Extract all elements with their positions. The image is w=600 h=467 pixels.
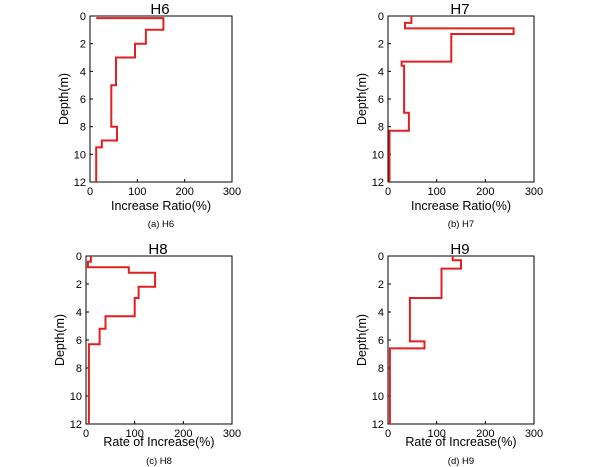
y-tick-label: 10 (70, 391, 82, 403)
y-tick-label: 10 (372, 149, 384, 161)
y-axis-label: Depth(m) (57, 73, 71, 125)
panel-caption: (c) H8 (146, 456, 172, 467)
y-tick-label: 6 (378, 335, 384, 347)
panel-title: H7 (450, 1, 469, 18)
y-tick-label: 2 (76, 279, 82, 291)
series-line (388, 256, 462, 424)
panel-title: H9 (450, 241, 469, 258)
panel-h9: H9 0 100 200 300 0 2 4 6 8 10 12 Rate of Increase(… (355, 241, 543, 467)
y-tick-label: 12 (74, 177, 86, 189)
x-tick-label: 100 (128, 186, 146, 198)
y-tick-label: 2 (378, 279, 384, 291)
y-tick-label: 4 (378, 66, 384, 78)
x-tick-label: 100 (427, 186, 445, 198)
x-tick-label: 200 (175, 186, 193, 198)
y-tick-label: 2 (378, 39, 384, 51)
x-tick-label: 100 (427, 428, 445, 440)
y-tick-label: 4 (80, 66, 86, 78)
series-line (95, 17, 165, 182)
panel-caption: (b) H7 (448, 219, 474, 230)
plot-frame (387, 15, 535, 183)
y-tick-label: 4 (378, 307, 384, 319)
data-marks: 0 100 200 300 0 2 4 6 8 10 12 (74, 11, 241, 198)
x-tick-label: 0 (87, 186, 93, 198)
x-tick-label: 300 (223, 428, 241, 440)
y-tick-label: 6 (76, 335, 82, 347)
y-tick-label: 12 (70, 419, 82, 431)
x-tick-label: 0 (83, 428, 89, 440)
x-tick-label: 200 (476, 428, 494, 440)
y-tick-label: 10 (372, 391, 384, 403)
x-tick-label: 200 (476, 186, 494, 198)
y-tick-label: 8 (76, 363, 82, 375)
x-tick-label: 0 (385, 186, 391, 198)
y-axis-label: Depth(m) (355, 73, 369, 125)
y-tick-label: 12 (372, 419, 384, 431)
panel-h7: H7 0 100 200 300 0 2 4 6 8 10 12 Increase Ratio(%)… (355, 1, 543, 230)
x-tick-label: 300 (223, 186, 241, 198)
x-axis-label: Rate of Increase(%) (103, 435, 214, 449)
y-tick-label: 8 (80, 122, 86, 134)
x-axis-label: Increase Ratio(%) (411, 199, 511, 213)
x-tick-label: 0 (385, 428, 391, 440)
y-tick-label: 12 (372, 177, 384, 189)
data-marks: 0 100 200 300 0 2 4 6 8 10 12 (70, 251, 241, 440)
y-tick-label: 6 (80, 94, 86, 106)
y-tick-label: 8 (378, 363, 384, 375)
panel-h8: H8 0 100 200 300 0 2 4 6 8 10 12 Rate of Increase(… (53, 241, 241, 467)
x-tick-label: 300 (525, 186, 543, 198)
y-tick-label: 4 (76, 307, 82, 319)
panel-title: H6 (150, 1, 169, 18)
y-tick-label: 0 (80, 11, 86, 23)
data-marks: 0 100 200 300 0 2 4 6 8 10 12 (372, 251, 543, 440)
y-tick-label: 6 (378, 94, 384, 106)
y-tick-label: 0 (378, 251, 384, 263)
x-tick-label: 300 (525, 428, 543, 440)
plot-frame (85, 255, 233, 425)
y-axis-label: Depth(m) (355, 314, 369, 366)
x-axis-label: Rate of Increase(%) (405, 435, 516, 449)
panel-h6: H6 0 100 200 300 0 2 4 6 8 10 12 Increase Ratio(%)… (57, 1, 241, 230)
series-line (388, 16, 515, 182)
y-tick-label: 10 (74, 149, 86, 161)
panel-caption: (d) H9 (448, 456, 474, 467)
y-tick-label: 2 (80, 39, 86, 51)
y-tick-label: 0 (76, 251, 82, 263)
y-axis-label: Depth(m) (53, 314, 67, 366)
data-marks: 0 100 200 300 0 2 4 6 8 10 12 (372, 11, 543, 198)
panel-caption: (a) H6 (148, 219, 174, 230)
x-axis-label: Increase Ratio(%) (111, 199, 211, 213)
x-tick-label: 100 (125, 428, 143, 440)
series-line (86, 256, 157, 424)
panel-title: H8 (148, 241, 167, 258)
x-tick-label: 200 (174, 428, 192, 440)
y-tick-label: 0 (378, 11, 384, 23)
y-tick-label: 8 (378, 122, 384, 134)
